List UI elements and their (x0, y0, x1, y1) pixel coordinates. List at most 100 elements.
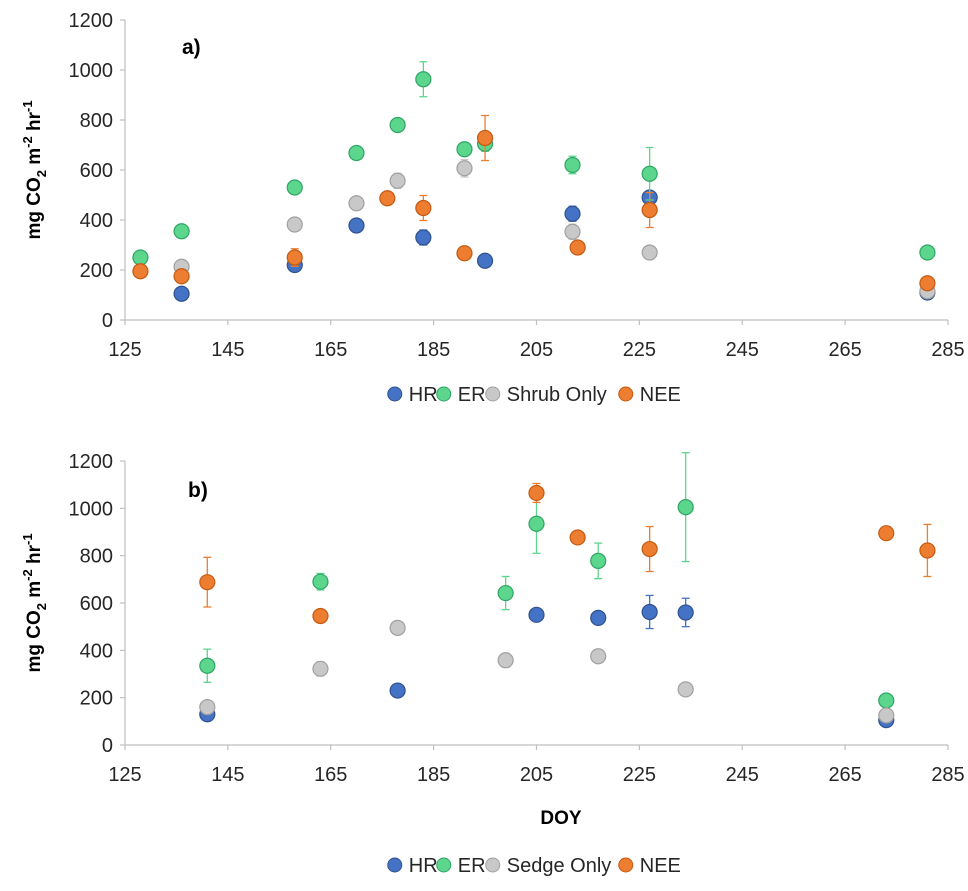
data-point (312, 607, 329, 625)
data-point (348, 217, 365, 234)
data-point (379, 190, 396, 207)
y-axis-label-part: -1 (20, 100, 35, 112)
data-point (348, 195, 365, 212)
data-point (590, 609, 607, 627)
series-nee (199, 482, 936, 625)
legend-marker (387, 386, 403, 402)
legend-item: NEE (618, 855, 681, 877)
data-point (476, 252, 494, 269)
legend-marker (436, 386, 452, 402)
data-point (415, 229, 432, 246)
data-point (389, 172, 406, 189)
data-point (677, 681, 694, 698)
legend-label: HR (409, 855, 438, 877)
data-point (641, 244, 658, 261)
data-point (677, 604, 694, 621)
data-point (590, 648, 607, 665)
data-point (677, 499, 694, 516)
data-point (389, 619, 406, 636)
legend-item: ER (436, 855, 486, 877)
y-tick-label: 400 (80, 640, 113, 662)
x-tick-label: 185 (417, 764, 450, 786)
y-tick-label: 0 (102, 735, 113, 757)
series-hr (199, 594, 895, 729)
y-axis-label-part: 2 (34, 170, 49, 177)
data-point (641, 603, 658, 621)
legend-marker (485, 857, 501, 873)
y-tick-label: 200 (80, 260, 113, 282)
legend-marker (618, 857, 634, 873)
data-point (564, 156, 581, 174)
x-tick-label: 285 (931, 764, 964, 786)
data-point (878, 692, 895, 709)
x-axis-label: DOY (540, 808, 582, 829)
data-point (286, 216, 303, 233)
series-shrub-only (173, 158, 936, 300)
series-sedge-only (199, 619, 895, 724)
data-point (389, 116, 406, 134)
x-tick-label: 245 (726, 339, 759, 361)
data-point (132, 249, 149, 266)
x-tick-label: 145 (211, 339, 244, 361)
legend-marker (387, 857, 403, 873)
x-tick-label: 165 (314, 764, 347, 786)
legend-item: Shrub Only (485, 384, 607, 406)
y-tick-label: 1000 (69, 498, 114, 520)
data-point (590, 552, 607, 569)
series-nee (132, 114, 936, 292)
y-tick-label: 800 (80, 546, 113, 568)
data-point (569, 239, 586, 256)
legend-label: ER (458, 384, 486, 406)
x-tick-label: 265 (828, 764, 861, 786)
series-er (132, 61, 936, 266)
y-tick-label: 800 (80, 110, 113, 132)
x-tick-label: 145 (211, 764, 244, 786)
data-point (348, 144, 365, 162)
data-point (497, 652, 514, 669)
data-point (132, 263, 149, 280)
data-point (919, 275, 936, 292)
series-er (199, 452, 895, 709)
x-tick-label: 125 (108, 764, 141, 786)
series-hr (173, 189, 936, 302)
y-axis-label-part: -2 (20, 136, 35, 148)
data-point (286, 249, 303, 266)
data-point (878, 707, 895, 724)
legend-item: NEE (618, 384, 681, 406)
y-tick-label: 600 (80, 593, 113, 615)
x-tick-label: 205 (520, 764, 553, 786)
data-point (497, 584, 514, 602)
legend-marker (618, 386, 634, 402)
legend-item: ER (436, 384, 486, 406)
x-tick-label: 185 (417, 339, 450, 361)
x-tick-label: 265 (828, 339, 861, 361)
data-point (564, 223, 581, 240)
y-axis-label-part: hr (24, 111, 45, 136)
panel-b: 0 200 400 600 800 1000 1200 125 145 165 185 205 225 2… (20, 451, 965, 877)
legend-label: NEE (640, 855, 681, 877)
data-point (569, 529, 586, 546)
data-point (641, 540, 658, 558)
legend-label: Sedge Only (507, 855, 612, 877)
data-point (173, 285, 190, 302)
legend-label: ER (458, 855, 486, 877)
data-point (199, 574, 216, 591)
y-axis-label-part: mg CO (24, 177, 45, 239)
y-tick-label: 0 (102, 310, 113, 332)
data-point (312, 660, 329, 677)
data-point (173, 268, 190, 285)
data-point (456, 245, 473, 262)
x-tick-label: 285 (931, 339, 964, 361)
y-axis-label-part: -1 (20, 533, 35, 545)
data-point (199, 699, 216, 716)
data-point (528, 606, 545, 623)
x-tick-label: 225 (623, 339, 656, 361)
legend-item: HR (387, 384, 438, 406)
panel-label: a) (182, 36, 201, 59)
data-point (199, 657, 216, 674)
x-tick-label: 245 (726, 764, 759, 786)
y-axis-label-part: mg CO (24, 610, 45, 672)
y-axis-label-part: hr (24, 544, 45, 569)
x-tick-label: 125 (108, 339, 141, 361)
